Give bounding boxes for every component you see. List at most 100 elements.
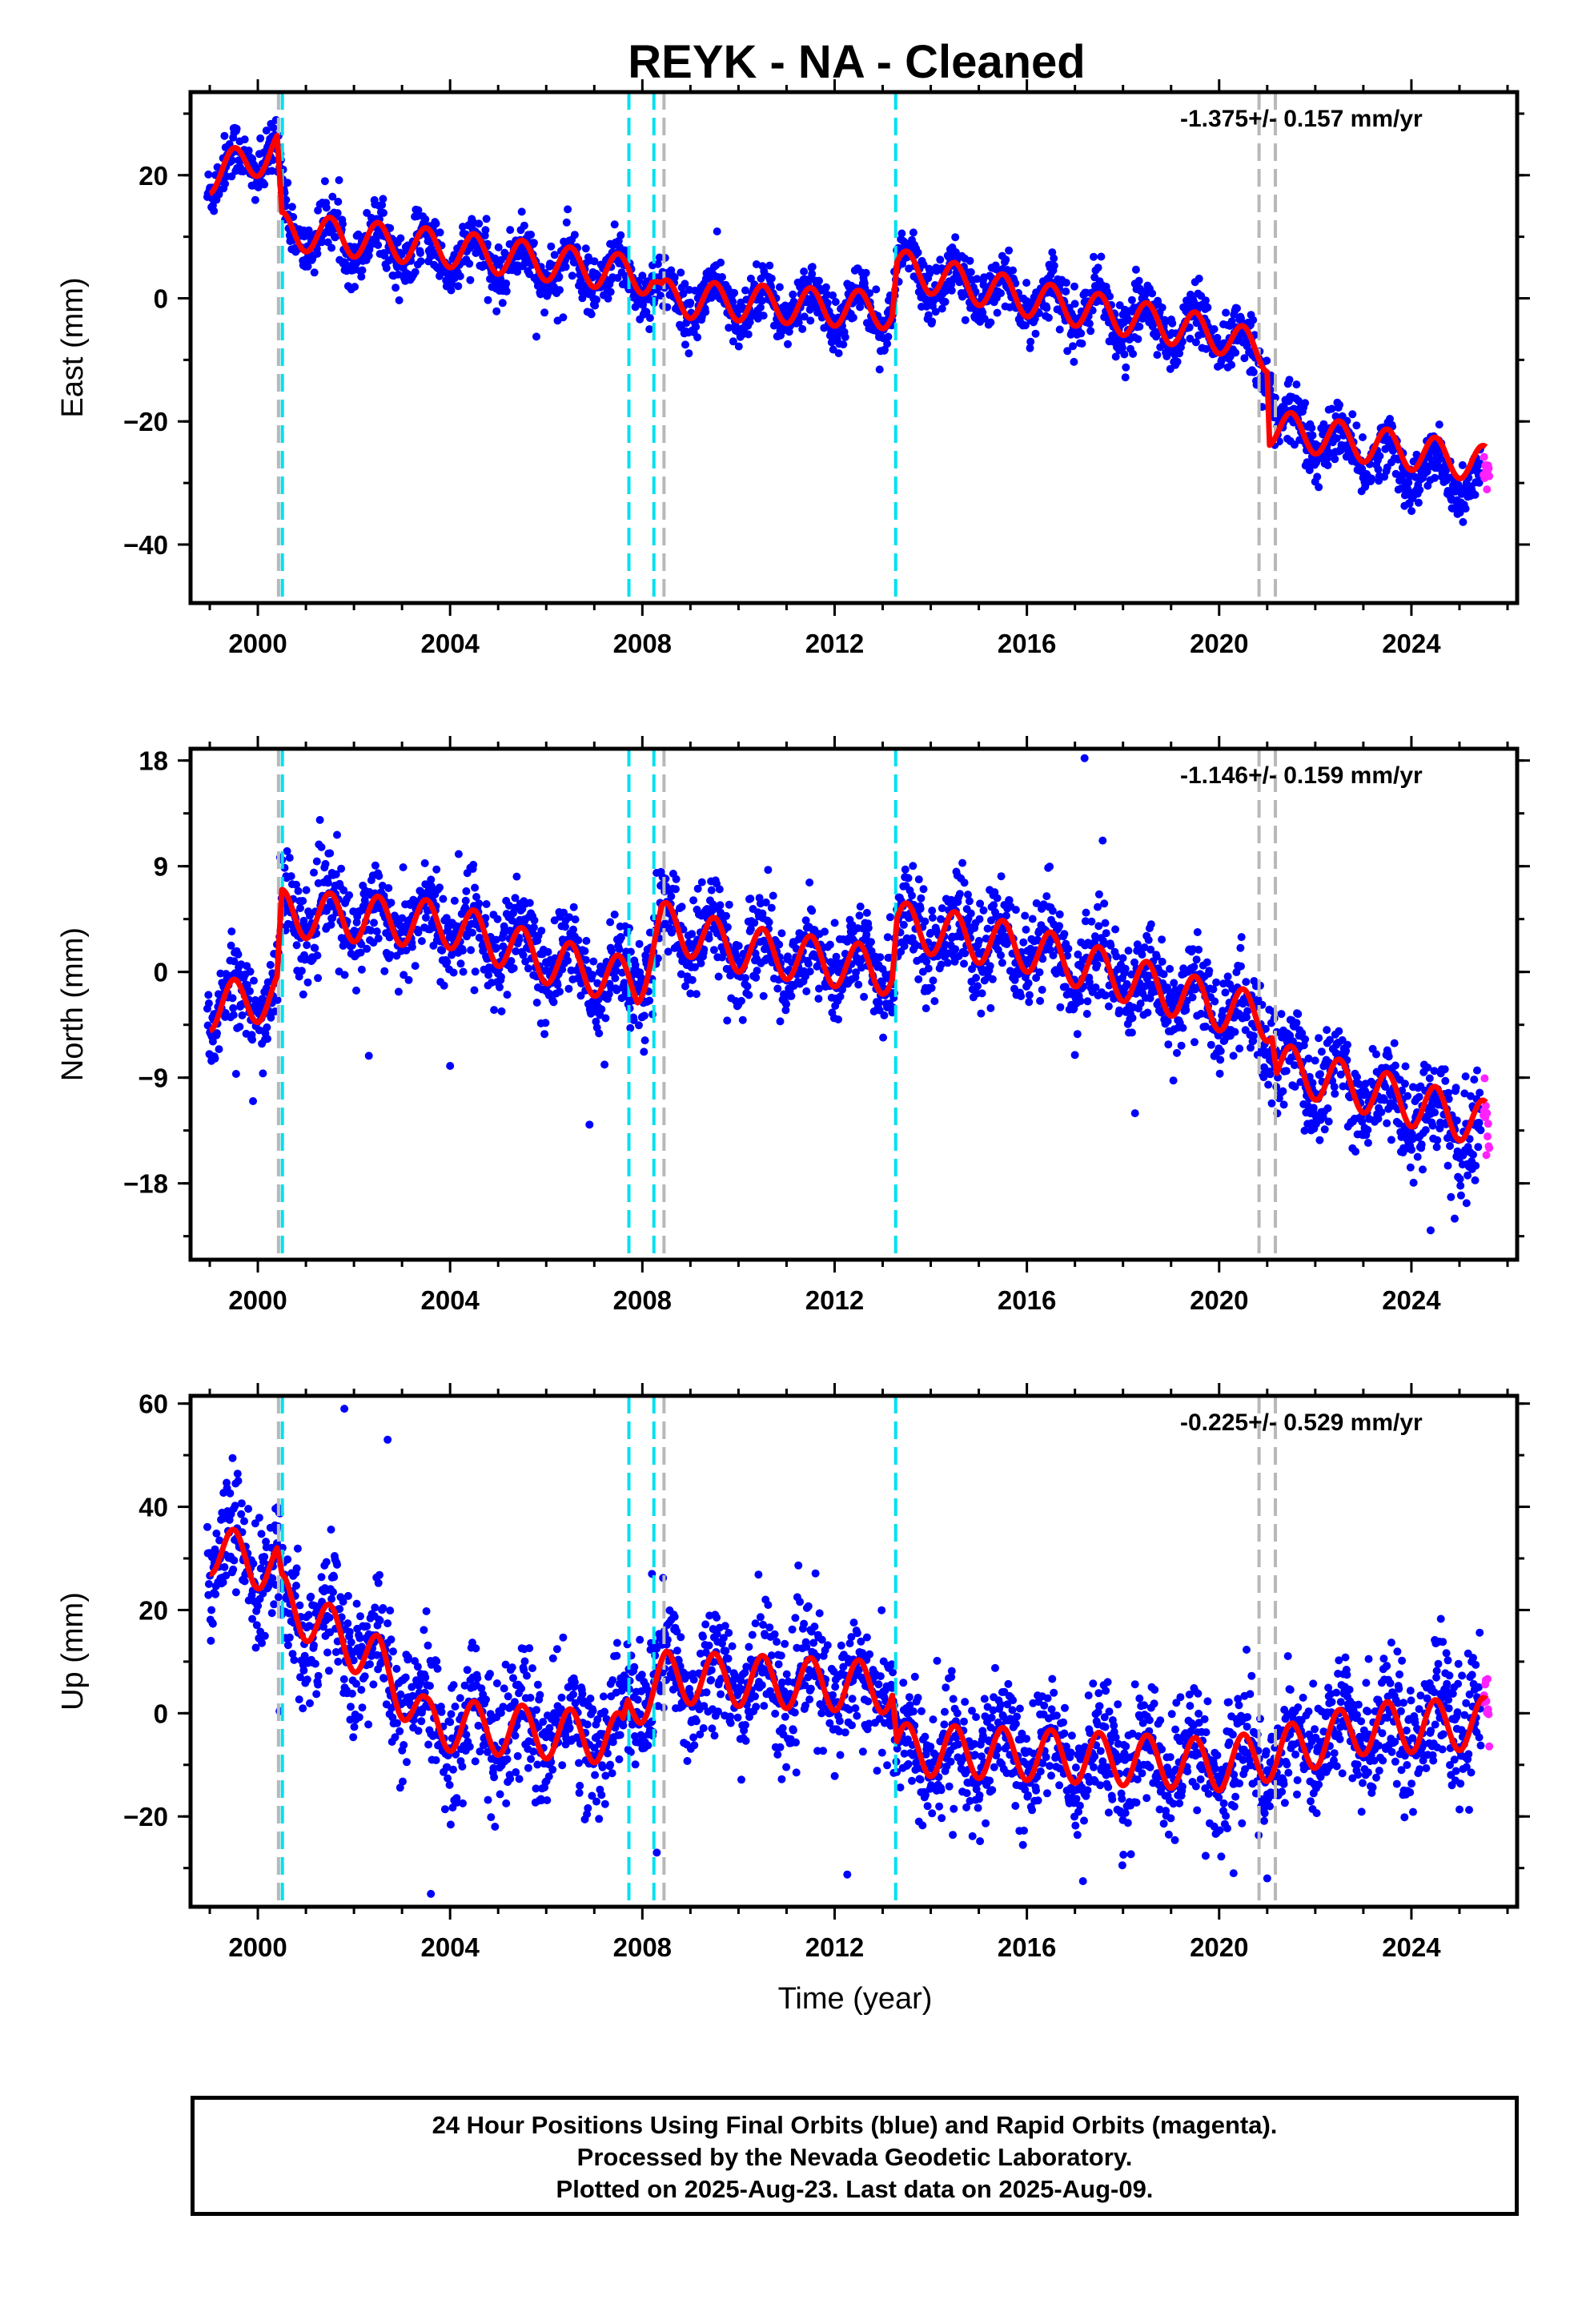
data-point [924, 964, 933, 973]
data-point [980, 314, 989, 323]
data-point [1118, 954, 1127, 963]
data-point [1190, 963, 1199, 971]
data-point [800, 267, 809, 275]
x-tick-label: 2016 [998, 629, 1056, 658]
data-point [590, 257, 599, 266]
data-point [746, 924, 755, 933]
data-point [951, 945, 960, 954]
data-point [1195, 945, 1203, 954]
data-point [1456, 509, 1464, 517]
data-point [759, 991, 768, 1000]
data-point [315, 815, 324, 824]
data-point [581, 244, 590, 253]
data-point [333, 209, 342, 218]
data-point [997, 951, 1005, 959]
data-point [1050, 261, 1058, 270]
data-point [722, 911, 730, 920]
data-point [537, 927, 546, 935]
data-point [626, 1023, 635, 1032]
data-point [204, 991, 213, 999]
data-point [1263, 356, 1271, 365]
data-point [461, 896, 470, 905]
data-point [943, 959, 952, 967]
data-point [1353, 1073, 1361, 1081]
data-point [1055, 910, 1064, 919]
data-point [832, 952, 841, 961]
x-tick-label: 2004 [420, 629, 480, 658]
data-point [1011, 906, 1020, 915]
data-point [701, 308, 710, 316]
data-point [941, 297, 950, 306]
data-point [1363, 1125, 1372, 1134]
data-point [927, 983, 936, 992]
data-point [645, 314, 654, 323]
data-point [914, 875, 923, 884]
data-point [1386, 415, 1394, 423]
data-point [364, 251, 373, 260]
data-point [1384, 1052, 1393, 1061]
data-point [1348, 410, 1357, 419]
data-point [1317, 1047, 1326, 1056]
data-point [322, 203, 331, 212]
data-point [213, 1029, 221, 1038]
data-point [1404, 478, 1413, 487]
data-point [1026, 337, 1035, 346]
data-point [1085, 320, 1094, 328]
data-point [387, 899, 396, 907]
data-point [794, 318, 803, 327]
data-point [1475, 478, 1484, 487]
data-point [235, 1023, 244, 1031]
data-point [414, 206, 423, 215]
plot-area [203, 749, 1494, 1260]
data-point [1308, 431, 1317, 440]
data-point [973, 275, 982, 283]
data-point [492, 943, 501, 952]
data-point [756, 303, 765, 312]
data-point [588, 971, 596, 979]
data-point [734, 342, 743, 351]
data-point [448, 280, 456, 288]
data-point [1021, 911, 1030, 920]
data-point [642, 308, 651, 316]
data-point [299, 897, 307, 905]
data-point [310, 868, 318, 877]
data-point [1351, 1148, 1360, 1156]
data-point [1332, 434, 1341, 443]
data-point [629, 1016, 638, 1024]
data-point [1042, 892, 1051, 901]
data-point [668, 928, 676, 937]
data-point [821, 927, 829, 936]
data-point [513, 267, 522, 276]
data-point [1316, 1070, 1324, 1079]
data-point [1315, 483, 1323, 492]
data-point [203, 1021, 212, 1030]
data-point [304, 226, 313, 235]
data-point [1046, 862, 1054, 871]
data-point [283, 179, 292, 187]
data-point [1292, 1019, 1301, 1027]
data-point [482, 900, 491, 908]
data-point [240, 135, 249, 144]
data-point [966, 256, 974, 265]
data-point [269, 123, 278, 132]
data-point [589, 957, 598, 966]
data-point [1129, 349, 1138, 358]
data-point [1070, 357, 1078, 366]
data-point [922, 957, 931, 966]
data-point [972, 974, 981, 982]
data-point [263, 1035, 271, 1043]
data-point [829, 291, 837, 300]
data-point [454, 850, 463, 858]
data-point [229, 1003, 238, 1012]
data-point [1242, 978, 1251, 987]
data-point [1249, 368, 1258, 376]
data-point [1169, 1076, 1178, 1085]
data-point [1186, 334, 1195, 343]
data-point [352, 986, 360, 995]
data-point [1307, 424, 1316, 432]
data-point [691, 963, 699, 971]
data-point [782, 999, 791, 1008]
data-point [860, 992, 869, 1001]
data-point [645, 325, 654, 334]
data-point [556, 286, 564, 295]
